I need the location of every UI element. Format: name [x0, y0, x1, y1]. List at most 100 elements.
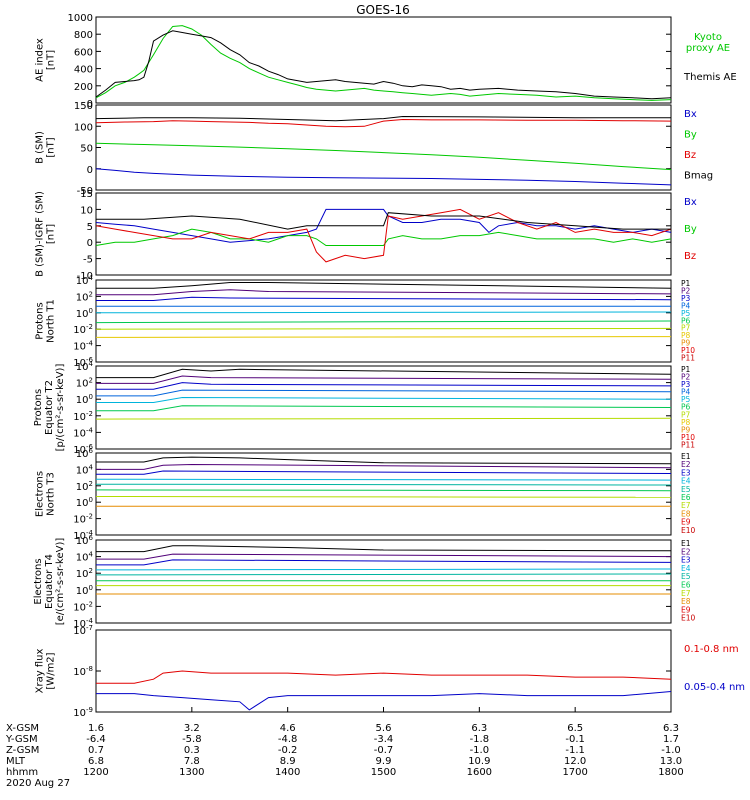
series-line-bz	[95, 118, 672, 128]
legend-entry: E1	[681, 539, 691, 548]
legend-entry: E6	[681, 581, 691, 590]
ephemeris-value: 6.5	[567, 723, 583, 734]
y-axis-label: Equator T2	[44, 380, 55, 435]
legend-entry: E3	[681, 556, 691, 565]
series-line-p8	[95, 336, 672, 338]
series-line-p3	[96, 382, 672, 390]
y-axis-label: [p/(cm²-s-sr-keV)]	[55, 364, 66, 452]
legend-entry: P2	[681, 373, 691, 382]
ephemeris-value: 1300	[179, 767, 204, 778]
series-line-p7	[95, 327, 672, 330]
y-axis-label: Protons	[35, 302, 46, 339]
y-tick-label: 800	[74, 30, 93, 41]
y-tick-label: 10-4	[73, 426, 93, 439]
ephemeris-value: 1400	[275, 767, 300, 778]
legend-entry: E3	[681, 468, 691, 477]
y-tick-label: 102	[76, 567, 93, 580]
legend-entry: By	[684, 224, 697, 235]
series-line-p7	[95, 417, 672, 420]
legend-entry: E6	[681, 493, 691, 502]
ephemeris-value: 4.6	[280, 723, 296, 734]
legend-entry: E9	[681, 518, 691, 527]
series-line-kyoto-proxy-ae	[95, 25, 672, 101]
y-axis-label: North T3	[46, 472, 57, 516]
ephemeris-value: -4.8	[278, 734, 298, 745]
figure-title: GOES-16	[356, 3, 410, 17]
legend-entry: proxy AE	[686, 43, 730, 54]
y-tick-label: 106	[76, 534, 94, 547]
series-line-e4	[95, 568, 672, 571]
y-tick-label: 100	[76, 496, 93, 509]
panel-xray: 10-7 10-8 10-9 Xray flux [W/m2] 0.1-0.8 nm 0.0…	[35, 624, 746, 719]
y-tick-label: 600	[74, 47, 93, 58]
series-line-0-05-0-4-nm	[96, 691, 672, 711]
y-tick-label: 100	[76, 584, 93, 597]
ephemeris-row-label: X-GSM	[6, 723, 39, 734]
y-tick-label: 104	[76, 551, 94, 564]
legend-entry: P3	[681, 380, 691, 389]
ephemeris-value: -0.2	[278, 745, 298, 756]
ephemeris-value: 1600	[467, 767, 492, 778]
series-line-e6	[95, 489, 672, 492]
y-tick-label: 10-4	[73, 340, 93, 353]
series-line-e2	[96, 553, 672, 560]
y-tick-label: 0	[87, 238, 93, 249]
y-tick-label: 10-9	[73, 706, 93, 719]
legend-entry: P1	[681, 365, 691, 374]
y-axis-label: AE index	[35, 38, 46, 82]
series-line-e1	[96, 545, 672, 553]
ephemeris-value: 5.6	[376, 723, 392, 734]
y-tick-label: 104	[76, 360, 94, 373]
ephemeris-row-label: Z-GSM	[6, 745, 39, 756]
legend-entry: E2	[681, 547, 691, 556]
series-line-p1	[96, 368, 672, 379]
legend-entry: Bx	[684, 109, 697, 120]
legend-entry: P11	[681, 440, 695, 449]
ephemeris-row-label: MLT	[6, 756, 26, 767]
series-line-e3	[96, 559, 672, 566]
ephemeris-value: -1.0	[661, 745, 681, 756]
y-axis-label: Protons	[33, 389, 44, 426]
ephemeris-value: 1.6	[88, 723, 104, 734]
ephemeris-row-label: hhmm	[6, 767, 38, 778]
legend-entry: P11	[681, 354, 695, 363]
y-tick-label: 5	[87, 222, 93, 233]
legend-entry: E7	[681, 589, 691, 598]
ephemeris-value: 0.7	[88, 745, 104, 756]
ephemeris-value: 1200	[83, 767, 108, 778]
series-line-e2	[96, 463, 672, 470]
y-tick-label: 400	[74, 65, 93, 76]
legend-entry: P6	[681, 403, 691, 412]
y-axis-label: North T1	[46, 299, 57, 343]
ephemeris-value: -1.1	[565, 745, 585, 756]
legend-entry: E4	[681, 564, 691, 573]
ephemeris-value: 1700	[562, 767, 587, 778]
legend-entry: P2	[681, 286, 691, 295]
panel-frame	[95, 452, 672, 536]
legend-entry: P8	[681, 418, 691, 427]
legend-entry: P1	[681, 279, 691, 288]
y-tick-label: 200	[74, 82, 93, 93]
ephemeris-row-label: Y-GSM	[5, 734, 38, 745]
ephemeris-value: -1.8	[470, 734, 490, 745]
series-line-by	[95, 142, 672, 171]
legend-entry: Bmag	[684, 171, 713, 182]
legend-entry: Bz	[684, 251, 696, 262]
y-tick-label: 100	[76, 307, 93, 320]
y-axis-label: Electrons	[33, 558, 44, 604]
series-line-e1	[96, 456, 672, 465]
legend-entry: E7	[681, 501, 691, 510]
legend-entry: P7	[681, 410, 691, 419]
y-tick-label: 50	[80, 144, 93, 155]
y-axis-label: Electrons	[35, 471, 46, 517]
panel-frame	[95, 539, 672, 624]
panel-frame	[95, 16, 672, 104]
y-axis-label: [nT]	[46, 137, 57, 157]
